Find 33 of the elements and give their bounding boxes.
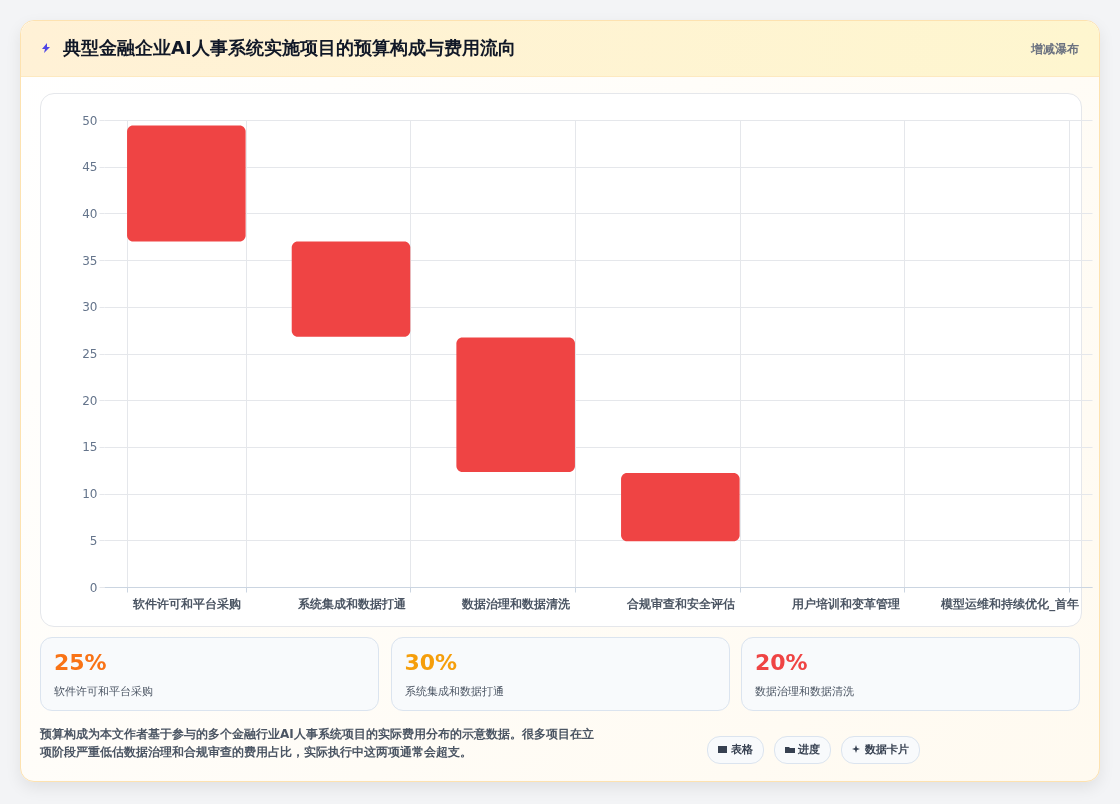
y-tick-label: 20 <box>82 393 98 408</box>
text: 软件许可和平台采购 <box>54 684 153 699</box>
y-tick-label: 5 <box>89 533 98 548</box>
bar <box>127 125 246 242</box>
y-tick-label: 50 <box>82 113 98 128</box>
text: 数据卡片 <box>841 736 920 764</box>
bar <box>456 337 575 473</box>
text: 20% <box>755 650 808 675</box>
y-tick-label: 30 <box>82 300 98 315</box>
text: 预算构成为本文作者基于参与的多个金融行业AI人事系统项目的实际费用分布的示意数据。很多项目在立项阶段严重低估数据治理和合规审查的费用占比，实际执行中这两项通常会超支。 <box>40 726 595 761</box>
chart-subtitle: 增减瀑布 <box>1031 41 1079 58</box>
text: 25% <box>54 650 107 675</box>
text: 表格 <box>707 736 764 764</box>
bar <box>291 241 411 337</box>
x-tick-label: 软件许可和平台采购 <box>131 596 241 611</box>
y-tick-label: 45 <box>82 160 98 175</box>
bar <box>621 473 740 542</box>
y-tick-label: 0 <box>89 580 98 595</box>
y-tick-label: 10 <box>82 487 98 502</box>
text: 系统集成和数据打通 <box>404 684 504 699</box>
x-tick-label: 数据治理和数据清洗 <box>461 596 572 611</box>
x-tick-label: 用户培训和变革管理 <box>790 596 900 611</box>
y-tick-label: 25 <box>82 347 98 361</box>
x-tick-label: 合规审查和安全评估 <box>625 596 735 611</box>
chart-title: 典型金融企业AI人事系统实施项目的预算构成与费用流向 <box>63 36 516 60</box>
x-tick-label: 模型运维和持续优化_首年 <box>940 596 1080 612</box>
y-tick-label: 35 <box>82 253 98 268</box>
y-tick-label: 15 <box>82 440 98 455</box>
text: 30% <box>404 650 458 675</box>
text: 进度 <box>774 736 831 764</box>
x-tick-label: 系统集成和数据打通 <box>296 596 407 611</box>
text: 数据治理和数据清洗 <box>755 684 854 699</box>
y-tick-label: 40 <box>82 206 98 221</box>
